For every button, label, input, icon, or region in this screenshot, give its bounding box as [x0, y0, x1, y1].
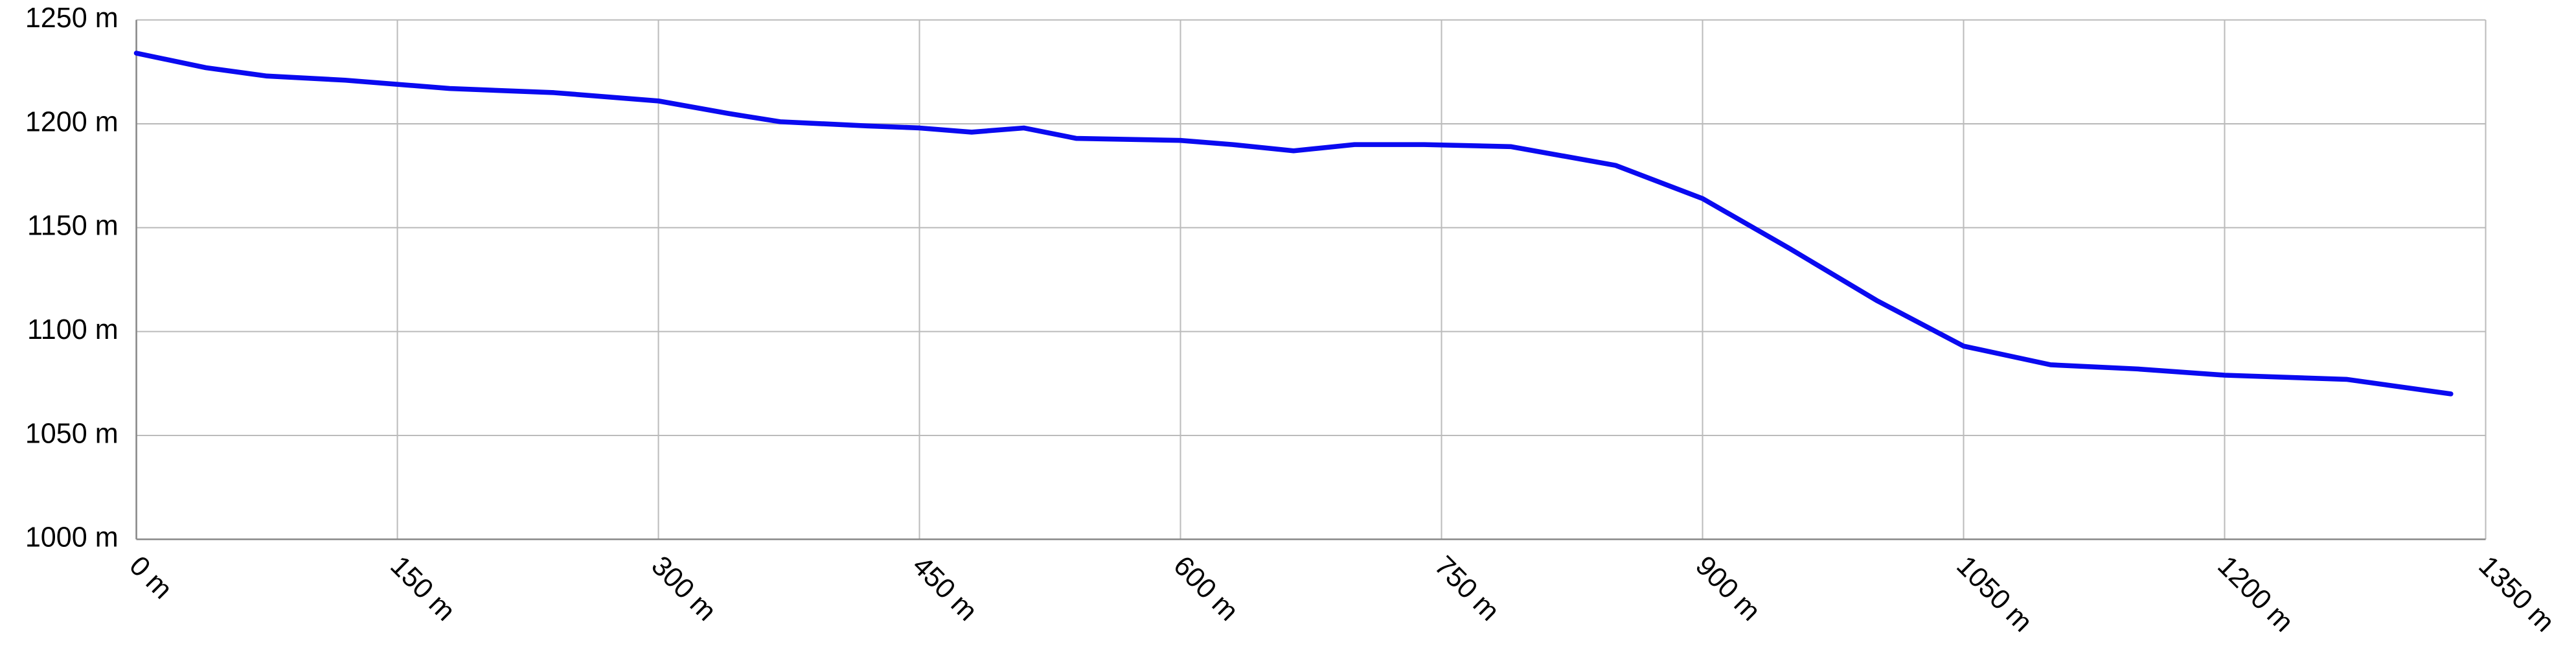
- x-tick-label: 750 m: [1428, 550, 1505, 627]
- x-tick-label: 0 m: [123, 550, 178, 605]
- y-tick-label: 1000 m: [25, 522, 119, 553]
- y-tick-label: 1200 m: [25, 106, 119, 137]
- x-tick-label: 300 m: [645, 550, 722, 627]
- x-tick-label: 450 m: [906, 550, 983, 627]
- x-tick-label: 600 m: [1167, 550, 1244, 627]
- x-tick-label: 900 m: [1689, 550, 1766, 627]
- y-tick-label: 1100 m: [27, 314, 119, 345]
- x-tick-label: 150 m: [384, 550, 461, 627]
- x-tick-label: 1200 m: [2211, 550, 2299, 638]
- x-tick-label: 1050 m: [1950, 550, 2038, 638]
- x-tick-label: 1350 m: [2472, 550, 2560, 638]
- y-tick-label: 1150 m: [27, 211, 119, 242]
- elevation-line: [133, 51, 2454, 397]
- y-tick-label: 1250 m: [25, 3, 119, 34]
- y-tick-label: 1050 m: [25, 418, 119, 449]
